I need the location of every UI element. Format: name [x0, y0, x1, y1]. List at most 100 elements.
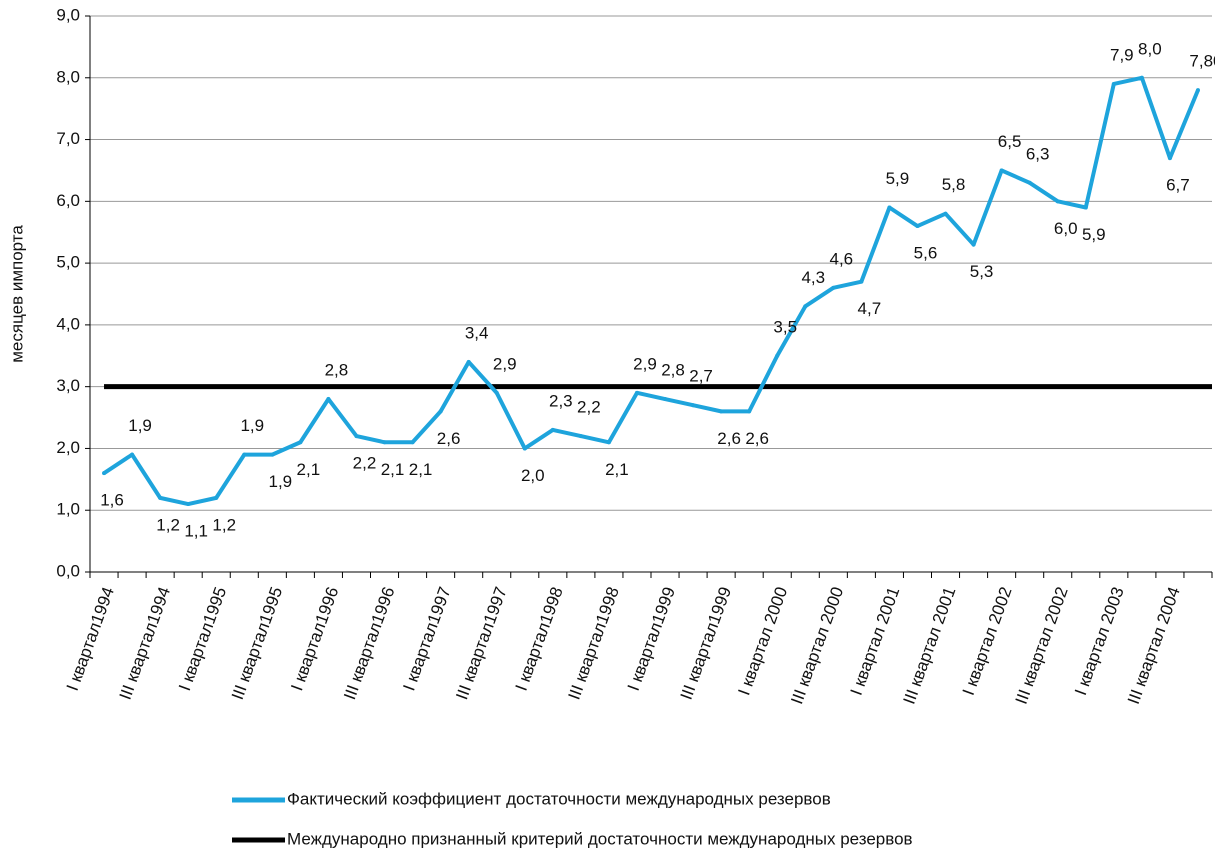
- y-axis-label: месяцев импорта: [7, 225, 26, 363]
- data-label: 2,1: [381, 460, 405, 479]
- point: [887, 205, 892, 210]
- data-label: 2,0: [521, 466, 545, 485]
- x-tick-label: I квартал 2000: [734, 584, 791, 697]
- point: [775, 353, 780, 358]
- data-label: 2,1: [605, 460, 629, 479]
- y-tick-label: 0,0: [56, 561, 80, 580]
- data-label: 7,9: [1110, 45, 1134, 64]
- y-tick-label: 9,0: [56, 5, 80, 24]
- data-label: 2,8: [661, 361, 685, 380]
- point: [747, 409, 752, 414]
- data-label: 1,2: [156, 515, 180, 534]
- point: [1055, 199, 1060, 204]
- point: [1027, 180, 1032, 185]
- point: [691, 403, 696, 408]
- x-tick-label: III квартал 2001: [900, 584, 960, 706]
- point: [466, 359, 471, 364]
- point: [242, 452, 247, 457]
- legend-label: Международно признанный критерий достато…: [287, 829, 913, 848]
- data-label: 3,5: [773, 317, 797, 336]
- x-tick-label: III квартал1994: [116, 584, 174, 702]
- data-label: 2,3: [549, 391, 573, 410]
- data-label: 1,1: [184, 522, 208, 541]
- point: [1139, 75, 1144, 80]
- data-label: 6,3: [1026, 144, 1050, 163]
- data-label: 2,6: [437, 429, 461, 448]
- data-label: 5,9: [1082, 225, 1106, 244]
- point: [859, 279, 864, 284]
- data-label: 2,1: [297, 460, 321, 479]
- point: [1195, 88, 1200, 93]
- data-label: 1,9: [269, 472, 293, 491]
- x-tick-label: I квартал1998: [512, 584, 567, 693]
- y-tick-label: 8,0: [56, 67, 80, 86]
- x-tick-label: I квартал1999: [624, 584, 679, 693]
- x-tick-label: III квартал1996: [340, 584, 398, 702]
- data-label: 5,9: [886, 169, 910, 188]
- y-tick-label: 5,0: [56, 253, 80, 272]
- y-tick-label: 4,0: [56, 314, 80, 333]
- point: [130, 452, 135, 457]
- point: [1167, 156, 1172, 161]
- data-label: 6,5: [998, 132, 1022, 151]
- data-label: 2,6: [745, 429, 769, 448]
- data-label: 7,80: [1189, 52, 1215, 71]
- data-label: 5,6: [914, 244, 938, 263]
- point: [102, 471, 107, 476]
- data-label: 8,0: [1138, 39, 1162, 58]
- x-tick-label: III квартал1997: [452, 584, 510, 702]
- data-label: 6,7: [1166, 176, 1190, 195]
- data-label: 1,6: [100, 491, 124, 510]
- data-label: 1,2: [212, 515, 236, 534]
- point: [494, 390, 499, 395]
- data-label: 4,7: [858, 299, 882, 318]
- point: [943, 211, 948, 216]
- data-label: 2,9: [633, 354, 657, 373]
- point: [663, 397, 668, 402]
- point: [606, 440, 611, 445]
- point: [1083, 205, 1088, 210]
- y-tick-label: 3,0: [56, 376, 80, 395]
- data-label: 4,3: [801, 268, 825, 287]
- x-tick-label: III квартал1995: [228, 584, 286, 702]
- data-label: 2,2: [577, 398, 601, 417]
- y-tick-label: 1,0: [56, 500, 80, 519]
- y-tick-label: 6,0: [56, 191, 80, 210]
- point: [971, 242, 976, 247]
- point: [578, 434, 583, 439]
- x-tick-label: I квартал 2001: [847, 584, 904, 697]
- point: [270, 452, 275, 457]
- x-tick-label: I квартал 2003: [1071, 584, 1128, 697]
- data-label: 2,2: [353, 454, 377, 473]
- x-tick-label: I квартал1996: [287, 584, 342, 693]
- point: [803, 304, 808, 309]
- point: [214, 495, 219, 500]
- x-tick-label: I квартал1994: [63, 584, 118, 693]
- point: [186, 502, 191, 507]
- y-tick-label: 2,0: [56, 438, 80, 457]
- point: [1111, 81, 1116, 86]
- point: [438, 409, 443, 414]
- x-tick-label: III квартал1998: [565, 584, 623, 702]
- data-label: 1,9: [240, 416, 264, 435]
- point: [634, 390, 639, 395]
- data-label: 2,1: [409, 460, 433, 479]
- point: [410, 440, 415, 445]
- point: [999, 168, 1004, 173]
- point: [719, 409, 724, 414]
- point: [915, 224, 920, 229]
- data-label: 2,8: [325, 361, 349, 380]
- series-line: [102, 75, 1200, 507]
- point: [522, 446, 527, 451]
- x-tick-label: III квартал1999: [677, 584, 735, 702]
- y-tick-label: 7,0: [56, 129, 80, 148]
- data-label: 6,0: [1054, 219, 1078, 238]
- data-label: 4,6: [830, 249, 854, 268]
- data-label: 2,9: [493, 354, 517, 373]
- legend-label: Фактический коэффициент достаточности ме…: [287, 789, 831, 808]
- x-tick-label: III квартал 2004: [1124, 584, 1184, 706]
- point: [831, 285, 836, 290]
- x-tick-label: I квартал1997: [399, 584, 454, 693]
- point: [382, 440, 387, 445]
